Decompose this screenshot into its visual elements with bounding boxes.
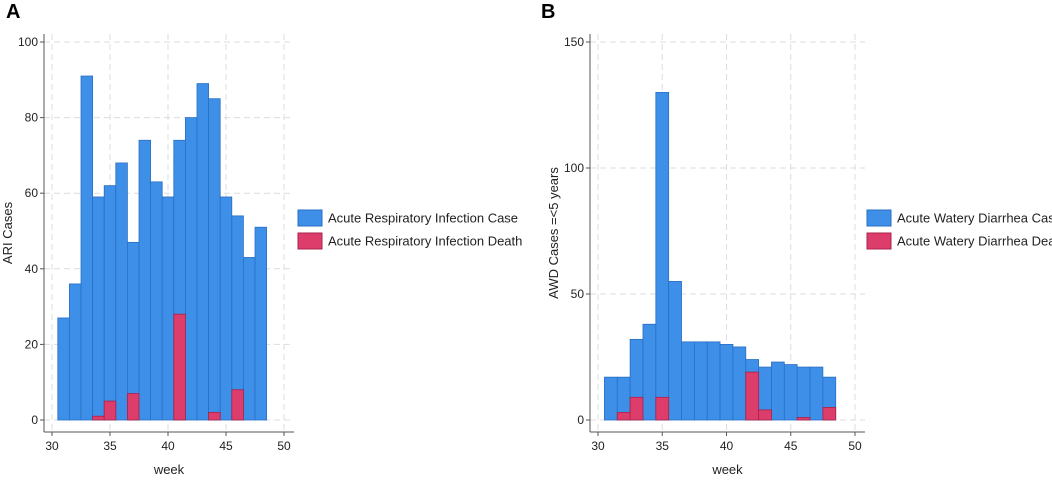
y-tick-label: 100: [18, 35, 38, 49]
chart-panel-B: B 0 50 100 150 30 35 40 45 50 week AWD Cases =<5 ye…: [541, 1, 1052, 477]
legend-label: Acute Respiratory Infection Case: [328, 211, 518, 226]
death-bar: [629, 396, 644, 421]
legend-swatch: [297, 232, 323, 250]
legend-swatch: [866, 209, 892, 227]
case-bar: [693, 341, 708, 421]
case-bar: [719, 343, 734, 421]
death-bar: [655, 396, 670, 421]
y-tick-label: 20: [25, 337, 39, 351]
case-bar: [57, 317, 70, 421]
x-tick-label: 45: [219, 439, 233, 453]
case-bar: [184, 117, 198, 421]
x-tick-label: 35: [656, 439, 670, 453]
case-bar: [69, 283, 82, 421]
case-bar: [150, 181, 163, 421]
y-tick-label: 0: [577, 413, 584, 427]
y-tick-label: 80: [25, 111, 39, 125]
case-bar: [254, 226, 268, 421]
death-bar: [822, 406, 837, 421]
case-bar: [161, 196, 175, 421]
case-bar: [796, 366, 811, 421]
legend-label: Acute Watery Diarrhea Case: [897, 211, 1052, 226]
case-bar: [642, 323, 657, 421]
death-bar: [231, 389, 244, 421]
case-bar: [706, 341, 721, 421]
death-bar: [745, 371, 760, 421]
case-bar: [655, 92, 670, 421]
death-bar: [208, 412, 221, 421]
legend-label: Acute Watery Diarrhea Death: [897, 234, 1052, 249]
death-bar: [616, 412, 631, 421]
case-bar: [138, 139, 152, 421]
x-tick-label: 50: [277, 439, 291, 453]
case-bar: [92, 196, 105, 421]
x-tick-label: 30: [591, 439, 605, 453]
x-axis-title: week: [153, 462, 185, 477]
case-bar: [208, 98, 221, 421]
death-bar: [758, 409, 772, 421]
case-bar: [242, 257, 256, 421]
y-tick-label: 0: [31, 413, 38, 427]
case-bar: [809, 366, 824, 421]
case-bar: [668, 280, 682, 421]
x-axis-title: week: [711, 462, 743, 477]
death-bar: [796, 417, 811, 421]
case-bar: [219, 196, 233, 421]
x-tick-label: 40: [161, 439, 175, 453]
case-bar: [196, 83, 210, 421]
y-axis-title: ARI Cases: [0, 201, 15, 264]
case-bar: [783, 364, 798, 421]
case-bar: [771, 361, 785, 421]
chart-panel-A: A 0 20 40 60 80 100 30 35 40 45 50 week ARI Cases Acut…: [0, 1, 522, 477]
legend-swatch: [866, 232, 892, 250]
case-bar: [604, 376, 618, 421]
y-tick-label: 40: [25, 262, 39, 276]
x-tick-label: 30: [45, 439, 59, 453]
y-axis-title: AWD Cases =<5 years: [546, 167, 561, 299]
case-bar: [103, 185, 117, 421]
y-tick-label: 60: [25, 186, 39, 200]
legend-label: Acute Respiratory Infection Death: [328, 234, 522, 249]
panel-label: B: [541, 1, 555, 23]
case-bar: [80, 75, 94, 421]
panel-label: A: [6, 1, 20, 23]
death-bar: [92, 415, 105, 421]
y-tick-label: 100: [564, 161, 584, 175]
death-bar: [173, 313, 186, 421]
x-tick-label: 40: [720, 439, 734, 453]
x-tick-label: 45: [784, 439, 798, 453]
death-bar: [127, 393, 140, 421]
legend-swatch: [297, 209, 323, 227]
x-tick-label: 50: [848, 439, 862, 453]
x-tick-label: 35: [103, 439, 117, 453]
death-bar: [103, 400, 117, 421]
case-bar: [115, 162, 128, 421]
y-tick-label: 50: [571, 287, 585, 301]
case-bar: [732, 346, 747, 421]
y-tick-label: 150: [564, 35, 584, 49]
case-bar: [681, 341, 695, 421]
